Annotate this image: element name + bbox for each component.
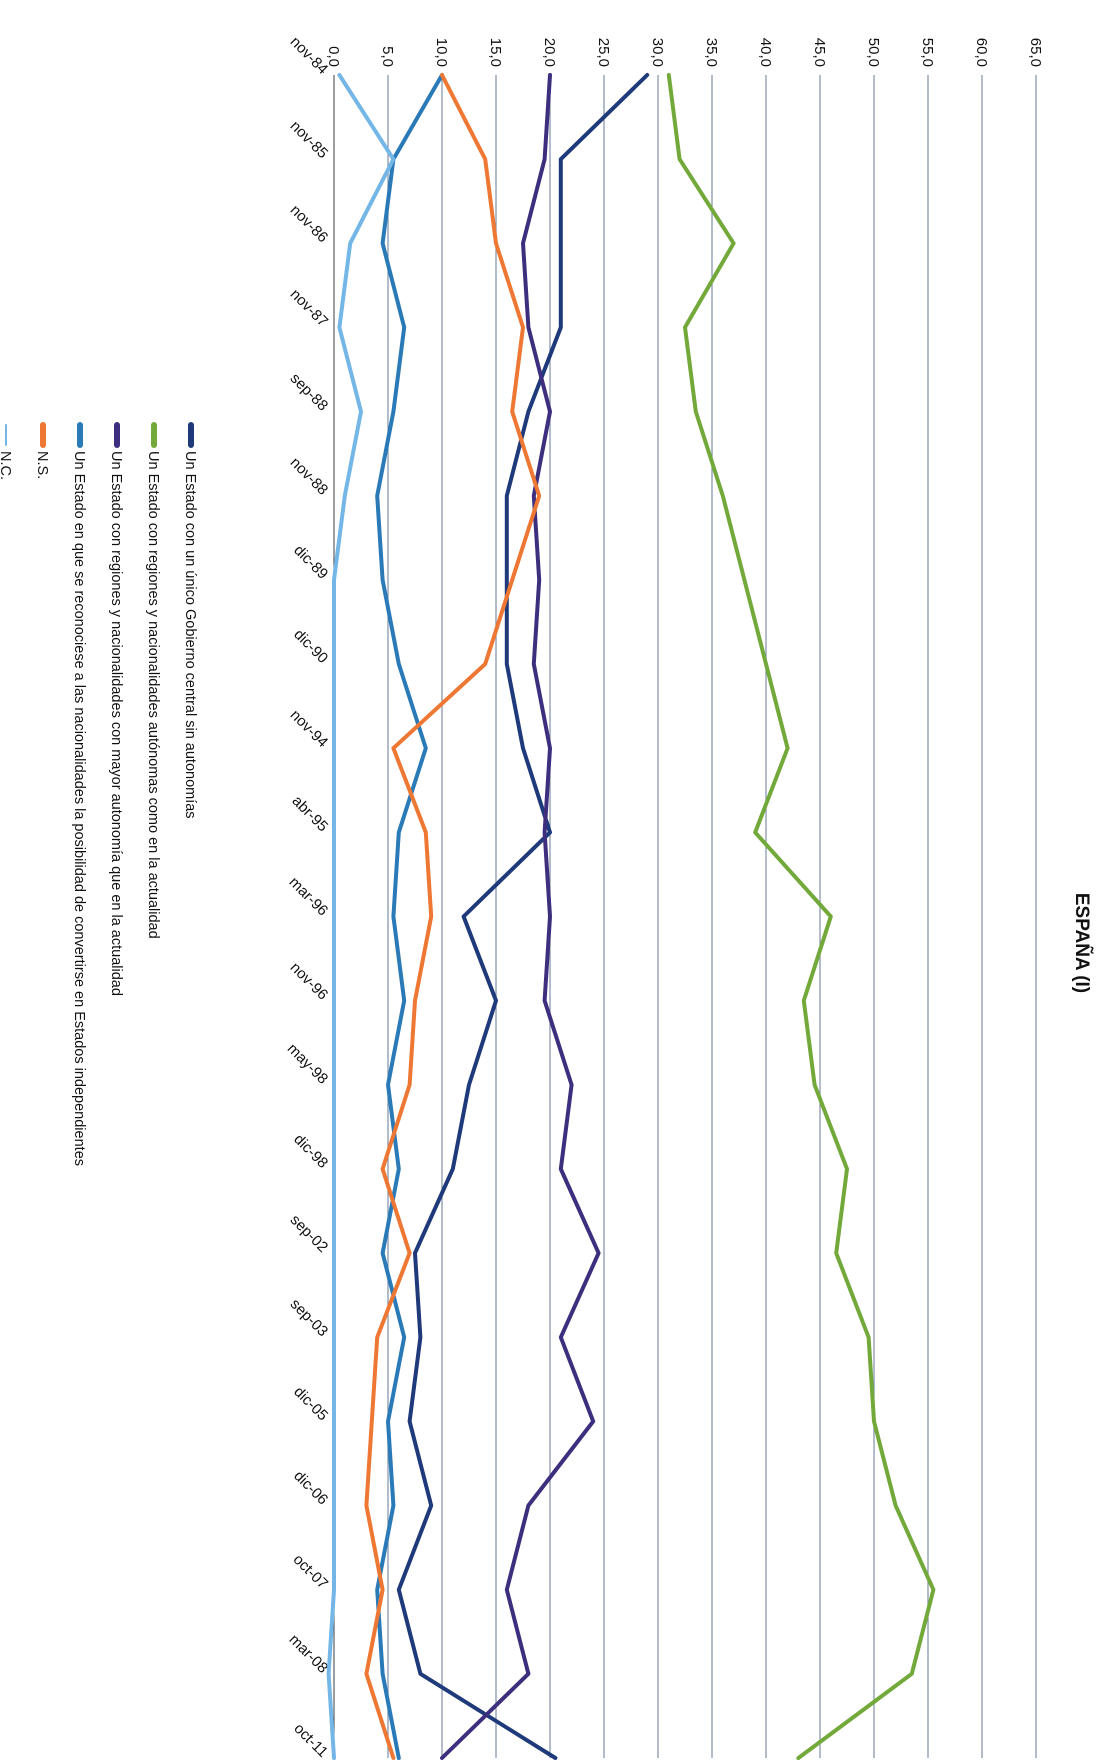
y-tick-label: 55,0: [919, 38, 936, 67]
x-tick-label: nov-84: [287, 33, 331, 77]
y-tick-label: 35,0: [703, 38, 720, 67]
series-line-5: [364, 73, 542, 1760]
legend-label-2: Un Estado con regiones y nacionalidades …: [145, 451, 161, 939]
x-tick-label: nov-96: [287, 959, 331, 1003]
x-tick-label: dic-90: [290, 626, 331, 667]
y-tick-label: 15,0: [487, 38, 504, 67]
series-line-1: [396, 73, 650, 1760]
y-tick-label: 25,0: [595, 38, 612, 67]
y-tick-label: 0,0: [325, 46, 342, 67]
x-tick-label: nov-94: [287, 707, 331, 751]
rotated-chart-group: ESPAÑA (I) 0,0 5,0 10,0 15,0 20,0 25,0 30,0 35,…: [0, 33, 1093, 1760]
y-axis-ticks: 0,0 5,0 10,0 15,0 20,0 25,0 30,0 35,0 40,0 45,0 50…: [325, 38, 1044, 67]
y-tick-label: 20,0: [541, 38, 558, 67]
legend-label-1: Un Estado con un único Gobierno central …: [182, 451, 198, 819]
y-tick-label: 45,0: [811, 38, 828, 67]
x-tick-label: abr-95: [289, 792, 332, 835]
x-tick-label: sep-88: [287, 370, 331, 414]
y-tick-label: 50,0: [865, 38, 882, 67]
y-tick-label: 5,0: [379, 46, 396, 67]
x-axis-ticks: nov-84 nov-85 nov-86 nov-87 sep-88 nov-88 dic-…: [284, 33, 331, 1760]
x-tick-label: oct-11: [290, 1720, 331, 1761]
x-tick-label: sep-02: [287, 1211, 331, 1255]
series-line-6: [326, 73, 396, 1760]
y-tick-label: 65,0: [1027, 38, 1044, 67]
chart-title: ESPAÑA (I): [1071, 893, 1093, 993]
y-tick-label: 40,0: [757, 38, 774, 67]
x-tick-label: dic-89: [290, 542, 331, 583]
x-tick-label: dic-05: [290, 1383, 331, 1424]
legend-label-6: N.C.: [0, 451, 13, 480]
legend-label-4: Un Estado en que se reconociese a las na…: [71, 451, 87, 1166]
legend: Un Estado con un único Gobierno central …: [0, 422, 198, 1166]
x-tick-label: nov-87: [287, 286, 331, 330]
series-line-3: [440, 73, 601, 1760]
x-tick-label: oct-07: [290, 1551, 332, 1593]
x-tick-label: dic-06: [290, 1467, 331, 1508]
y-tick-label: 60,0: [973, 38, 990, 67]
x-tick-label: nov-86: [287, 202, 331, 246]
y-tick-label: 10,0: [433, 38, 450, 67]
y-tick-label: 30,0: [649, 38, 666, 67]
x-tick-label: sep-03: [287, 1296, 331, 1340]
x-tick-label: dic-98: [290, 1131, 331, 1172]
series-lines: [326, 73, 936, 1760]
x-tick-label: nov-85: [287, 118, 331, 162]
x-tick-label: mar-96: [286, 874, 332, 920]
x-tick-label: nov-88: [287, 454, 331, 498]
series-line-4: [375, 73, 444, 1760]
legend-label-5: N.S.: [34, 451, 50, 479]
series-line-2: [666, 73, 936, 1760]
legend-label-3: Un Estado con regiones y nacionalidades …: [108, 451, 124, 996]
x-tick-label: may-98: [284, 1040, 331, 1087]
x-tick-label: mar-08: [286, 1631, 332, 1677]
